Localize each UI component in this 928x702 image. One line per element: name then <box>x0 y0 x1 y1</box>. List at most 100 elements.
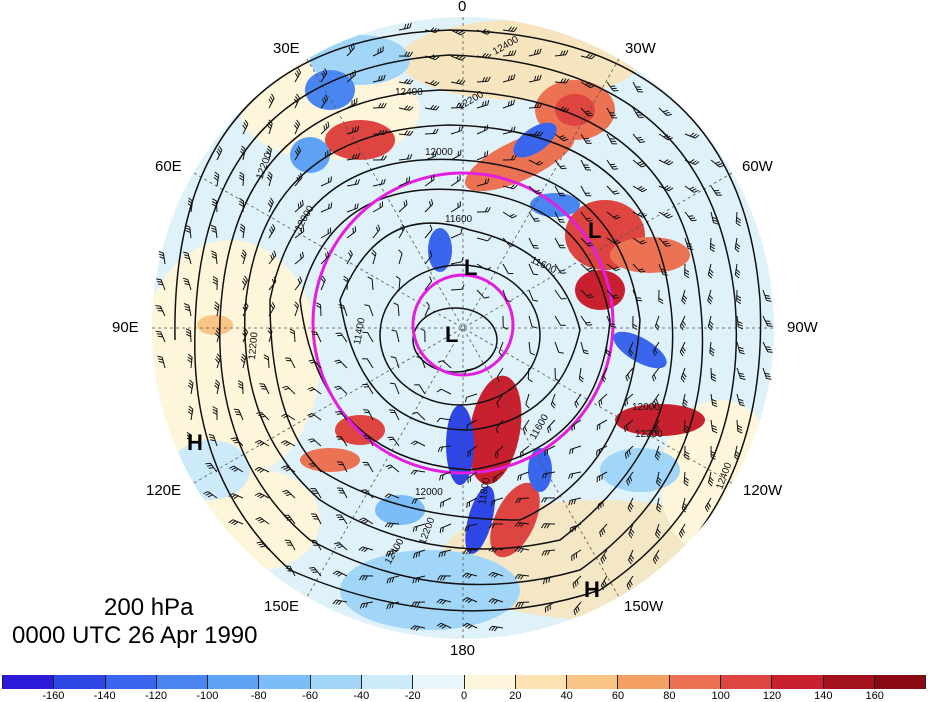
wind-barb <box>424 305 430 317</box>
wind-barb-flag <box>709 477 714 482</box>
wind-barb-flag <box>737 430 743 434</box>
wind-barb <box>450 130 462 135</box>
wind-barb-flag <box>187 200 193 205</box>
wind-barb-flag <box>259 520 265 524</box>
wind-barb <box>528 237 535 249</box>
wind-barb-flag <box>494 453 497 459</box>
wind-barb-flag <box>338 304 344 307</box>
wind-barb-flag <box>435 128 439 134</box>
wind-barb <box>596 445 608 452</box>
wind-barb-flag <box>354 204 357 210</box>
wind-barb-flag <box>157 355 163 358</box>
wind-barb-flag <box>612 294 618 297</box>
wind-barb <box>466 622 478 629</box>
wind-barb-flag <box>234 411 240 413</box>
wind-barb-flag <box>536 131 541 136</box>
wind-barb-flag <box>588 54 593 59</box>
wind-barb-flag <box>294 150 299 156</box>
wind-barb-flag <box>435 105 440 111</box>
wind-barb-flag <box>432 55 437 60</box>
wind-barb-flag <box>711 398 717 402</box>
wind-barb-flag <box>244 327 249 333</box>
wind-barb <box>545 601 556 608</box>
wind-barb-flag <box>548 425 552 431</box>
wind-barb-flag <box>259 494 265 499</box>
wind-barb-flag <box>380 129 385 135</box>
wind-barb <box>502 289 507 301</box>
wind-barb <box>416 412 426 421</box>
wind-barb <box>606 133 613 144</box>
wind-barb-flag <box>359 603 363 609</box>
wind-barb-flag <box>536 102 540 108</box>
wind-barb <box>707 315 712 327</box>
wind-barb-flag <box>185 230 191 233</box>
wind-barb-flag <box>240 358 245 364</box>
wind-barb <box>476 237 488 242</box>
wind-barb-flag <box>232 439 238 442</box>
wind-barb-flag <box>335 600 340 605</box>
wind-barb-flag <box>712 216 718 220</box>
wind-barb-flag <box>682 404 687 409</box>
wind-barb-flag <box>735 245 740 250</box>
wind-barb-flag <box>562 50 566 56</box>
wind-barb-flag <box>309 440 316 443</box>
wind-barb-flag <box>737 323 743 327</box>
wind-barb-flag <box>628 505 633 510</box>
wind-barb-flag <box>585 217 591 220</box>
wind-barb-flag <box>684 271 690 276</box>
wind-barb-flag <box>384 522 389 528</box>
wind-barb-flag <box>655 323 660 328</box>
wind-barb-flag <box>212 411 218 415</box>
wind-barb-flag <box>629 349 634 354</box>
wind-barb <box>762 341 769 353</box>
wind-barb-flag <box>687 245 693 248</box>
colorbar-cell <box>208 675 260 689</box>
wind-barb-flag <box>348 252 352 258</box>
wind-barb-flag <box>233 468 239 472</box>
wind-barb <box>398 158 410 161</box>
wind-barb-flag <box>299 276 303 282</box>
wind-barb-flag <box>435 56 440 61</box>
wind-barb-flag <box>458 102 462 108</box>
wind-barb-flag <box>585 53 591 58</box>
wind-barb-flag <box>658 300 664 305</box>
wind-barb-flag <box>214 174 219 179</box>
wind-barb-flag <box>517 574 522 580</box>
wind-barb-flag <box>717 163 723 166</box>
wind-barb-flag <box>638 139 644 141</box>
wind-barb-flag <box>268 327 273 332</box>
wind-barb-flag <box>212 406 218 410</box>
wind-barb-flag <box>254 466 260 471</box>
wind-barb <box>418 384 426 395</box>
wind-barb <box>736 315 739 327</box>
wind-barb-flag <box>738 326 744 330</box>
wind-barb-flag <box>568 500 571 506</box>
wind-barb-flag <box>662 109 668 113</box>
wind-barb-flag <box>309 414 315 418</box>
wind-barb <box>398 228 405 239</box>
wind-barb-flag <box>352 227 354 234</box>
wind-barb-flag <box>611 87 617 90</box>
wind-barb-flag <box>707 502 712 508</box>
wind-barb-flag <box>502 326 508 330</box>
wind-barb <box>580 237 589 247</box>
wind-barb-flag <box>735 271 740 276</box>
wind-barb-flag <box>429 276 433 282</box>
wind-barb-flag <box>710 451 716 455</box>
wind-barb-flag <box>442 501 444 507</box>
wind-barb-flag <box>661 271 667 274</box>
wind-barb-flag <box>309 566 315 569</box>
wind-barb-flag <box>710 245 715 250</box>
high-center: H <box>584 577 600 602</box>
wind-barb-flag <box>719 164 725 168</box>
wind-barb <box>570 471 582 475</box>
wind-barb-flag <box>653 374 657 380</box>
colorbar-tick-label: 0 <box>460 690 468 702</box>
colorbar-tick-label: -140 <box>93 690 116 702</box>
wind-barb-flag <box>684 427 689 432</box>
wind-barb-flag <box>484 76 488 82</box>
wind-barb <box>466 367 478 371</box>
low-center: L <box>588 218 602 243</box>
wind-barb-flag <box>510 155 515 160</box>
